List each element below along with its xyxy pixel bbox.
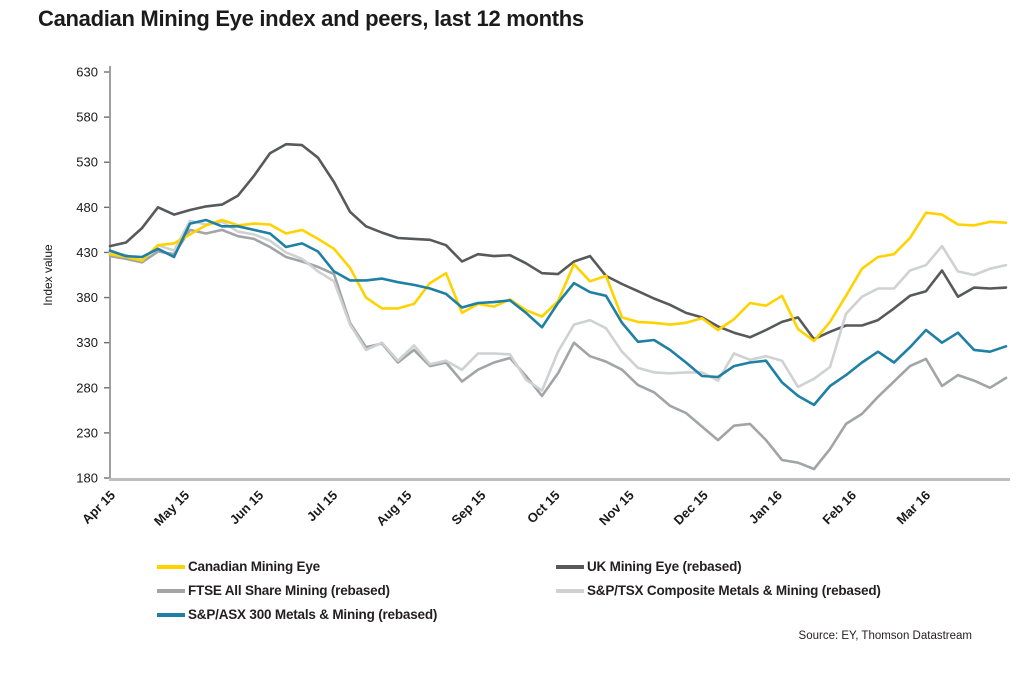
legend-item-uk-mining-eye: UK Mining Eye (rebased): [556, 556, 881, 577]
legend-item-canadian-mining-eye: Canadian Mining Eye: [157, 556, 437, 577]
x-tick-label: Sep 15: [448, 488, 488, 528]
y-tick-label: 580: [76, 110, 98, 125]
chart-title: Canadian Mining Eye index and peers, las…: [38, 6, 584, 31]
legend-item-sp-tsx-composite: S&P/TSX Composite Metals & Mining (rebas…: [556, 580, 881, 601]
y-axis-title: Index value: [41, 244, 55, 306]
x-tick-label: Nov 15: [596, 488, 637, 529]
x-tick-label: Mar 16: [893, 488, 933, 528]
y-tick-label: 180: [76, 471, 98, 486]
y-tick-label: 280: [76, 380, 98, 395]
source-note: Source: EY, Thomson Datastream: [798, 630, 972, 642]
x-tick-label: Jul 15: [304, 488, 341, 525]
legend-label: UK Mining Eye (rebased): [587, 559, 742, 574]
series-line-3: [108, 219, 1008, 392]
series-line-4: [108, 218, 1008, 407]
legend-label: FTSE All Share Mining (rebased): [188, 583, 390, 598]
legend-column-right: UK Mining Eye (rebased) S&P/TSX Composit…: [556, 556, 881, 604]
x-tick-label: Jun 15: [227, 488, 267, 528]
x-tick-label: Dec 15: [671, 488, 711, 528]
legend-item-ftse-all-share-mining: FTSE All Share Mining (rebased): [157, 580, 437, 601]
x-tick-label: Oct 15: [524, 488, 563, 527]
y-tick-label: 380: [76, 290, 98, 305]
x-tick-label: Apr 15: [79, 488, 118, 527]
x-tick-label: Aug 15: [373, 488, 414, 529]
y-tick-label: 230: [76, 425, 98, 440]
x-tick-label: May 15: [151, 488, 192, 529]
legend-label: S&P/TSX Composite Metals & Mining (rebas…: [587, 583, 881, 598]
legend-swatch-light-gray: [556, 588, 584, 593]
legend-label: Canadian Mining Eye: [188, 559, 320, 574]
legend-column-left: Canadian Mining Eye FTSE All Share Minin…: [157, 556, 437, 628]
y-tick-label: 330: [76, 335, 98, 350]
legend-item-sp-asx-300: S&P/ASX 300 Metals & Mining (rebased): [157, 604, 437, 625]
legend-swatch-medium-gray: [157, 588, 185, 593]
legend-swatch-dark-gray: [556, 564, 584, 569]
series-line-1: [108, 142, 1008, 341]
legend-swatch-teal: [157, 612, 185, 617]
series-line-2: [108, 228, 1008, 471]
y-tick-label: 430: [76, 245, 98, 260]
y-tick-label: 530: [76, 155, 98, 170]
y-tick-label: 630: [76, 65, 98, 80]
legend-swatch-yellow: [157, 564, 185, 569]
line-chart: 180 230 280 330 380 430 480 530 580 630 Apr 15 May …: [41, 65, 1010, 529]
y-tick-label: 480: [76, 200, 98, 215]
x-tick-label: Jan 16: [746, 488, 785, 527]
legend-label: S&P/ASX 300 Metals & Mining (rebased): [188, 607, 438, 622]
x-tick-label: Feb 16: [819, 488, 859, 528]
